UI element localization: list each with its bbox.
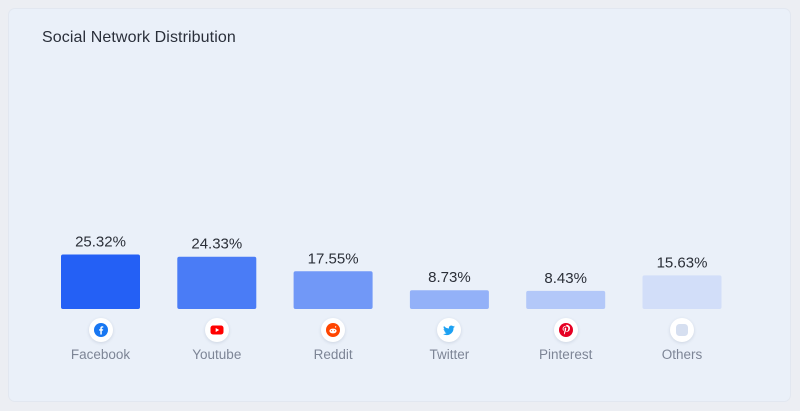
value-label-twitter: 8.73% — [428, 269, 471, 286]
bar-youtube — [177, 256, 257, 309]
category-label-twitter: Twitter — [430, 347, 470, 362]
chart-title: Social Network Distribution — [42, 29, 236, 46]
facebook-icon — [88, 318, 113, 342]
reddit-icon — [321, 318, 346, 342]
bar-twitter — [409, 290, 489, 309]
category-label-pinterest: Pinterest — [539, 347, 593, 362]
pinterest-icon — [553, 318, 578, 342]
value-label-youtube: 24.33% — [191, 236, 242, 253]
value-label-others: 15.63% — [657, 254, 708, 271]
bar-others — [642, 275, 722, 309]
value-label-pinterest: 8.43% — [544, 270, 587, 287]
value-label-reddit: 17.55% — [308, 250, 359, 267]
bar-facebook — [61, 254, 140, 309]
bar-reddit — [293, 271, 373, 309]
category-label-facebook: Facebook — [71, 347, 131, 362]
category-label-reddit: Reddit — [314, 347, 353, 362]
twitter-icon — [437, 318, 462, 342]
value-label-facebook: 25.32% — [75, 234, 126, 251]
others-icon — [670, 318, 694, 342]
chart-card: Social Network Distribution 25.32% Facebo… — [9, 9, 790, 401]
youtube-icon — [204, 318, 229, 342]
category-label-others: Others — [662, 347, 703, 362]
bar-chart: 25.32% Facebook 24.33% Youtube 17.55% Reddit 8… — [61, 234, 722, 362]
bar-pinterest — [526, 290, 606, 309]
category-label-youtube: Youtube — [192, 347, 241, 362]
